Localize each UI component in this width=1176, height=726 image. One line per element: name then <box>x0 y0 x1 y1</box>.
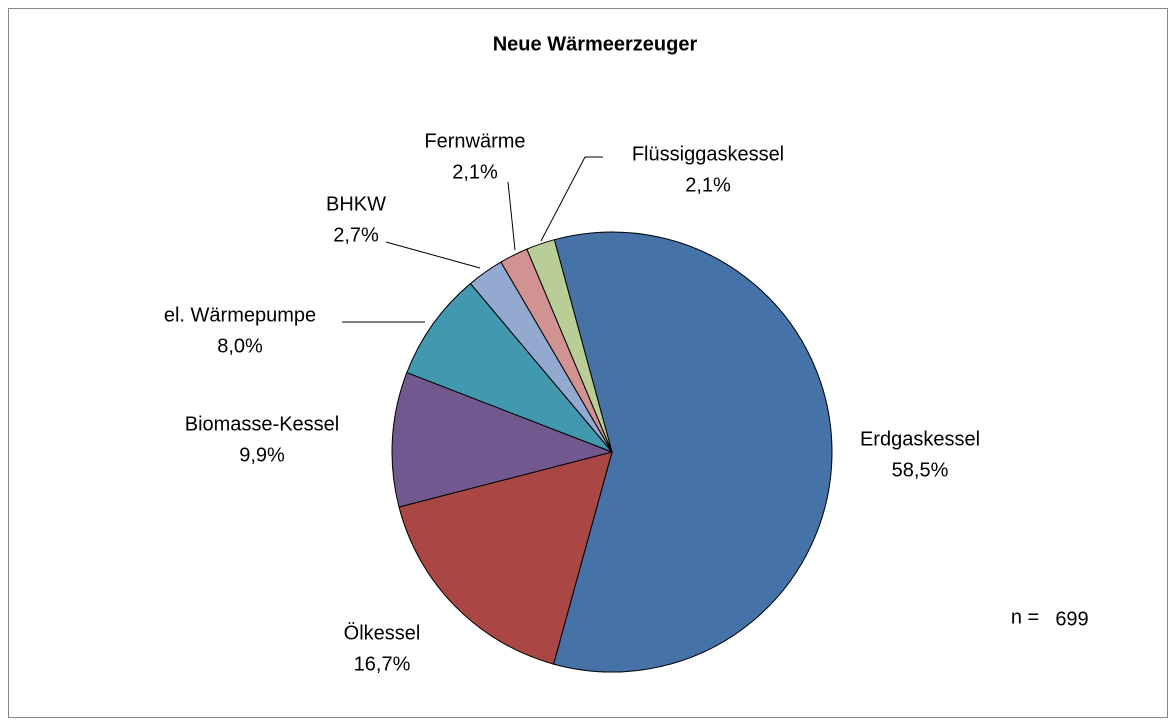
pie-slice <box>398 451 613 665</box>
slice-label: BHKW <box>326 193 386 215</box>
slice-label: Fernwärme <box>424 130 525 152</box>
slice-label: Flüssiggaskessel <box>632 143 784 165</box>
annotation-value: 699 <box>1055 608 1088 630</box>
slice-label: Ölkessel <box>344 622 421 644</box>
slice-label: Biomasse-Kessel <box>185 413 340 435</box>
leader-line <box>507 181 516 251</box>
leader-line <box>385 241 481 269</box>
slice-value-label: 16,7% <box>354 653 411 675</box>
pie-slice <box>552 231 833 673</box>
pie-slice <box>526 239 613 453</box>
chart-title: Neue Wärmeerzeuger <box>493 33 698 55</box>
slice-value-label: 9,9% <box>239 444 285 466</box>
slice-value-label: 2,7% <box>333 224 379 246</box>
pie-slice <box>406 282 613 453</box>
slice-label: Erdgaskessel <box>860 428 980 450</box>
slice-label: el. Wärmepumpe <box>164 304 316 326</box>
slice-value-label: 2,1% <box>452 161 498 183</box>
pie-slice <box>391 371 614 508</box>
leader-line <box>540 156 603 242</box>
slice-value-label: 58,5% <box>892 459 949 481</box>
slice-value-label: 2,1% <box>685 174 731 196</box>
annotation-label: n = <box>1011 606 1039 628</box>
slice-value-label: 8,0% <box>217 335 263 357</box>
